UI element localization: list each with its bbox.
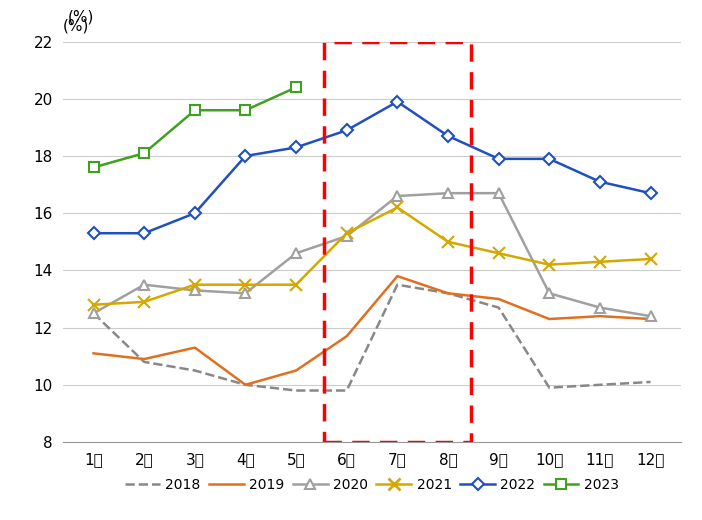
- 2020: [191, 287, 199, 293]
- 2020: [596, 305, 604, 311]
- 2018: [494, 305, 503, 311]
- 2020: [89, 310, 98, 316]
- 2020: [292, 250, 300, 256]
- Line: 2021: 2021: [87, 201, 657, 311]
- 2021: [545, 262, 553, 268]
- 2020: [140, 281, 148, 288]
- 2019: [89, 350, 98, 357]
- 2021: [393, 204, 402, 211]
- 2019: [393, 273, 402, 279]
- 2021: [191, 281, 199, 288]
- Line: 2019: 2019: [93, 276, 651, 385]
- 2018: [444, 290, 452, 296]
- 2022: [444, 133, 452, 139]
- 2018: [545, 384, 553, 391]
- Line: 2020: 2020: [88, 188, 656, 321]
- 2021: [494, 250, 503, 256]
- 2019: [444, 290, 452, 296]
- 2022: [393, 99, 402, 105]
- 2018: [393, 281, 402, 288]
- 2019: [545, 316, 553, 322]
- 2021: [444, 239, 452, 245]
- 2022: [241, 153, 250, 159]
- 2019: [241, 382, 250, 388]
- 2018: [292, 387, 300, 394]
- 2018: [140, 359, 148, 365]
- 2019: [292, 367, 300, 373]
- 2022: [140, 230, 148, 236]
- Text: (%): (%): [63, 19, 90, 34]
- 2021: [343, 230, 351, 236]
- 2018: [343, 387, 351, 394]
- 2020: [393, 193, 402, 199]
- 2019: [494, 296, 503, 302]
- 2020: [444, 190, 452, 196]
- Legend: 2018, 2019, 2020, 2021, 2022, 2023: 2018, 2019, 2020, 2021, 2022, 2023: [119, 472, 625, 497]
- Text: (%): (%): [68, 9, 95, 24]
- 2022: [545, 156, 553, 162]
- 2023: [140, 150, 148, 156]
- 2020: [647, 313, 655, 319]
- 2021: [647, 256, 655, 262]
- 2022: [647, 190, 655, 196]
- 2018: [596, 382, 604, 388]
- 2018: [241, 382, 250, 388]
- 2019: [343, 333, 351, 340]
- 2023: [191, 107, 199, 113]
- 2022: [89, 230, 98, 236]
- Bar: [324, 42, 471, 442]
- Line: 2018: 2018: [93, 284, 651, 391]
- 2020: [343, 233, 351, 239]
- 2019: [140, 356, 148, 362]
- 2021: [241, 281, 250, 288]
- 2019: [191, 344, 199, 350]
- 2018: [191, 367, 199, 373]
- 2021: [89, 302, 98, 308]
- 2021: [140, 298, 148, 305]
- 2018: [647, 379, 655, 385]
- 2022: [292, 144, 300, 151]
- 2022: [343, 127, 351, 134]
- 2022: [494, 156, 503, 162]
- 2019: [596, 313, 604, 319]
- 2022: [191, 210, 199, 216]
- 2023: [89, 164, 98, 171]
- 2022: [596, 178, 604, 185]
- 2021: [596, 258, 604, 265]
- 2023: [292, 84, 300, 90]
- 2023: [241, 107, 250, 113]
- 2019: [647, 316, 655, 322]
- 2020: [545, 290, 553, 296]
- Line: 2023: 2023: [88, 83, 301, 172]
- 2018: [89, 310, 98, 316]
- 2020: [494, 190, 503, 196]
- 2021: [292, 281, 300, 288]
- 2020: [241, 290, 250, 296]
- Line: 2022: 2022: [89, 97, 655, 238]
